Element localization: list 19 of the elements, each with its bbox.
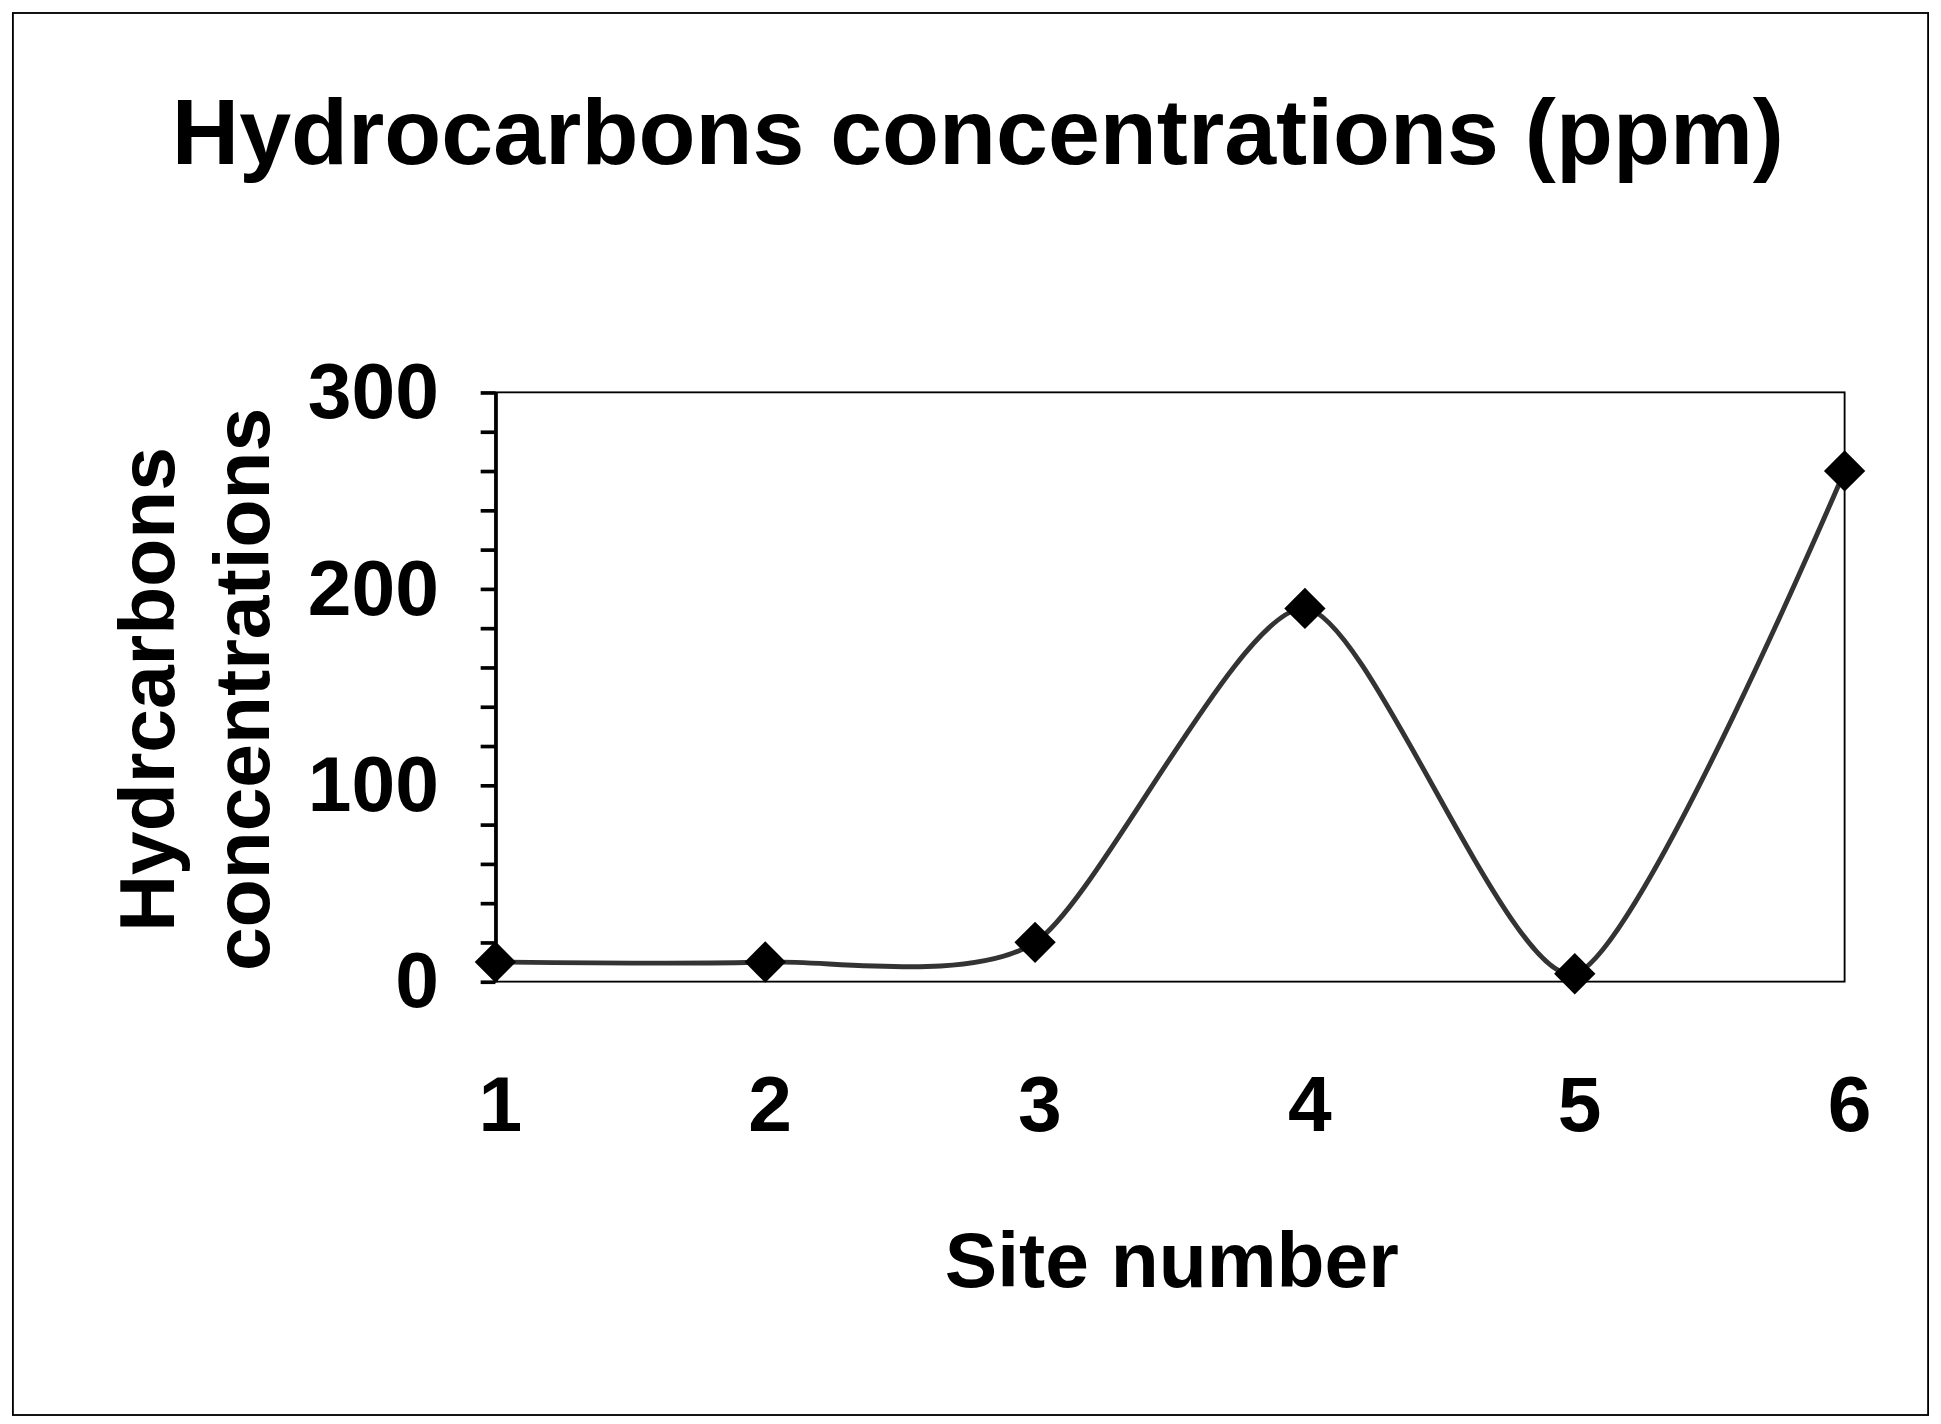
x-tick-label: 4 [1287, 1060, 1332, 1149]
x-tick-label: 2 [748, 1060, 792, 1149]
y-tick-label: 100 [307, 739, 439, 828]
y-axis-title: Hydrcarbons concentrations [102, 407, 287, 972]
point [1554, 953, 1596, 995]
x-tick-label: 3 [1018, 1060, 1062, 1149]
y-tick-label: 200 [307, 543, 439, 632]
x-tick-label: 1 [478, 1060, 523, 1149]
chart-title: Hydrocarbons concentrations (ppm) [171, 80, 1784, 184]
x-tick-label: 6 [1827, 1060, 1872, 1149]
x-tick-label: 5 [1557, 1060, 1602, 1149]
point [744, 941, 786, 983]
x-axis-title: Site number [944, 1216, 1399, 1305]
y-tick-label: 0 [395, 936, 439, 1025]
point [1823, 450, 1866, 492]
point [474, 941, 517, 983]
y-tick-label: 300 [307, 347, 439, 436]
point [1014, 921, 1056, 964]
point [1284, 587, 1326, 630]
